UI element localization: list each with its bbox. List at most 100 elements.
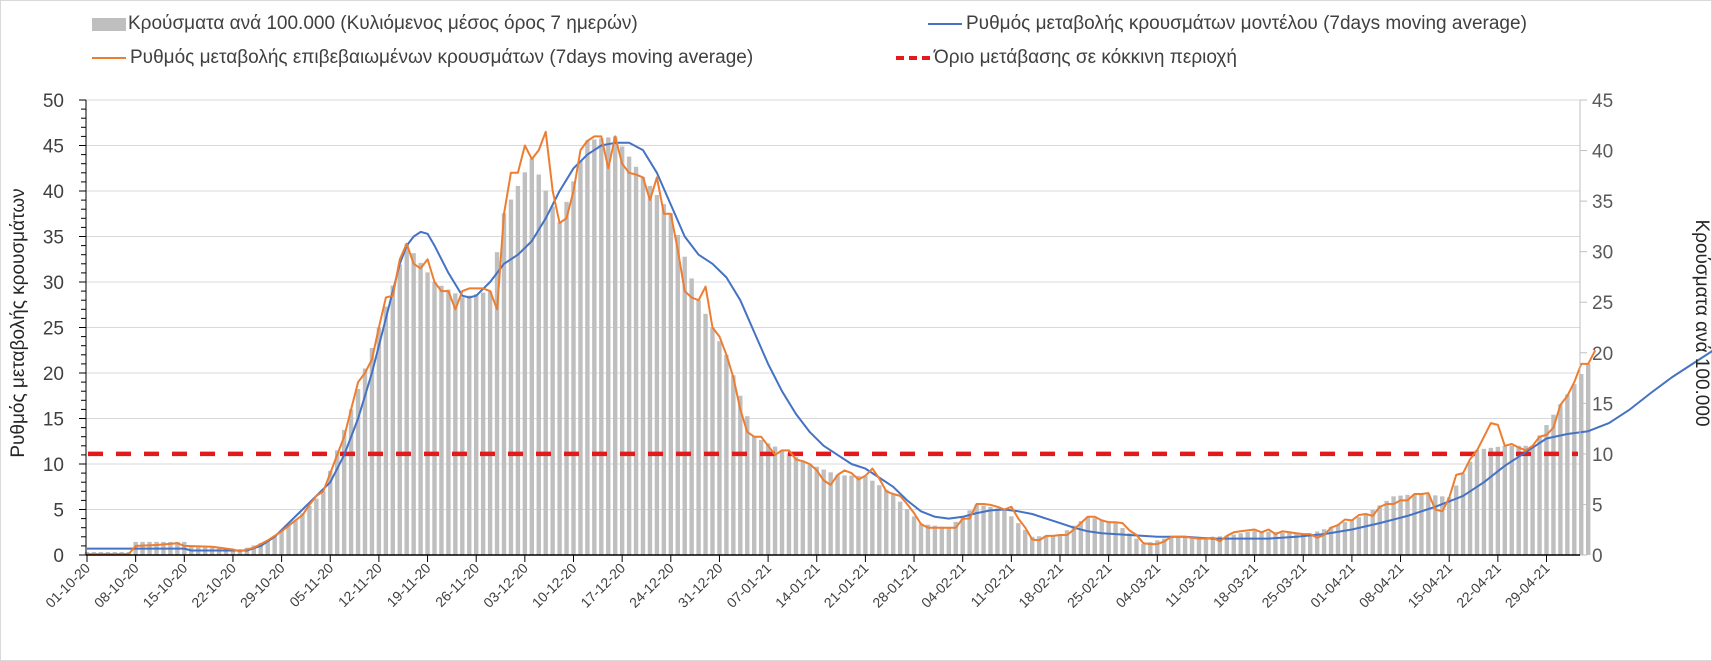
- bar: [1301, 533, 1306, 555]
- bar-series: [84, 136, 1591, 556]
- bar: [1030, 536, 1035, 555]
- bar: [606, 137, 611, 555]
- bar: [1196, 537, 1202, 555]
- bar: [710, 327, 715, 555]
- y-tick-label: 45: [43, 137, 64, 158]
- bar: [1579, 374, 1584, 555]
- bar: [467, 295, 472, 555]
- bar: [376, 327, 382, 555]
- bar: [1189, 537, 1195, 555]
- bar: [654, 195, 660, 556]
- bar: [1405, 494, 1410, 555]
- bar: [717, 341, 722, 555]
- bar: [1016, 523, 1021, 555]
- bar: [1467, 461, 1473, 555]
- bar: [1363, 514, 1368, 555]
- legend-swatch-confirmed: [92, 57, 126, 59]
- bar: [383, 306, 389, 555]
- bar: [418, 262, 423, 555]
- y2-tick-label: 40: [1592, 142, 1613, 163]
- bar: [821, 469, 826, 555]
- bar: [1217, 536, 1223, 555]
- x-tick-label: 26-11-20: [432, 560, 482, 610]
- bar: [807, 464, 812, 555]
- bar: [446, 289, 451, 555]
- y2-tick-label: 45: [1592, 91, 1613, 112]
- bar: [251, 545, 256, 555]
- bar: [314, 498, 319, 555]
- bar: [675, 234, 680, 555]
- bar: [355, 388, 361, 555]
- legend-label-model: Ρυθμός μεταβολής κρουσμάτων μοντέλου (7d…: [966, 13, 1527, 34]
- bar: [411, 253, 416, 555]
- bar: [453, 293, 458, 555]
- bar: [752, 436, 757, 555]
- bar: [1009, 516, 1014, 555]
- bar: [550, 206, 555, 556]
- bar: [731, 375, 736, 555]
- x-tick-label: 04-03-21: [1112, 560, 1163, 611]
- bar: [557, 222, 562, 555]
- bar: [536, 174, 541, 555]
- x-tick-label: 29-10-20: [237, 560, 288, 611]
- bar: [1182, 537, 1188, 555]
- legend-item-threshold: Όριο μετάβασης σε κόκκινη περιοχή: [896, 47, 1237, 69]
- bar: [1419, 493, 1424, 555]
- y2-tick-label: 15: [1592, 394, 1613, 415]
- bar: [543, 190, 548, 555]
- x-tick-label: 17-12-20: [577, 560, 628, 611]
- bar: [668, 213, 673, 555]
- x-tick-label: 05-11-20: [286, 560, 336, 610]
- bar: [696, 300, 701, 555]
- legend-item-confirmed: Ρυθμός μεταβολής επιβεβαιωμένων κρουσμάτ…: [92, 47, 753, 69]
- bar: [1516, 445, 1521, 555]
- bar: [390, 285, 395, 555]
- x-tick-label: 14-01-21: [772, 560, 823, 611]
- bar: [522, 172, 528, 556]
- y-tick-label: 15: [43, 410, 64, 431]
- bar: [1238, 533, 1243, 555]
- bar: [474, 294, 479, 555]
- bar: [286, 525, 291, 555]
- line-series: [87, 130, 1712, 556]
- bar: [1321, 529, 1327, 555]
- bar: [571, 181, 576, 555]
- bar: [633, 166, 639, 555]
- y2-axis-title: Κρούσματα ανά 100.000: [1691, 219, 1712, 426]
- bar: [856, 475, 861, 555]
- bar: [1412, 494, 1417, 555]
- bar: [1544, 425, 1549, 555]
- bar: [321, 491, 326, 555]
- y2-tick-label: 35: [1592, 192, 1613, 213]
- bar: [682, 256, 687, 555]
- bar: [758, 439, 764, 555]
- bar: [1175, 537, 1181, 555]
- x-tick-label: 22-04-21: [1453, 560, 1504, 611]
- bar: [1273, 532, 1278, 555]
- bar: [1064, 530, 1070, 555]
- bar: [1495, 446, 1501, 555]
- x-tick-label: 01-04-21: [1307, 560, 1358, 611]
- bar: [884, 489, 889, 555]
- bar: [1433, 495, 1438, 555]
- bar: [1537, 435, 1542, 555]
- x-tick-label: 21-01-21: [821, 560, 872, 611]
- bar: [1245, 531, 1250, 555]
- bar: [1447, 497, 1452, 555]
- bar: [925, 524, 931, 555]
- bar: [1002, 509, 1007, 555]
- x-tick-label: 18-03-21: [1210, 560, 1261, 611]
- bar: [1572, 384, 1577, 555]
- bar: [1335, 524, 1341, 555]
- bar: [870, 480, 875, 555]
- bar: [1460, 473, 1466, 555]
- bar: [1558, 404, 1563, 555]
- y2-tick-label: 5: [1592, 495, 1603, 516]
- y-tick-label: 30: [43, 273, 64, 294]
- bar: [647, 185, 653, 555]
- x-tick-label: 25-02-21: [1064, 560, 1115, 611]
- bar: [1391, 496, 1396, 555]
- bar: [300, 513, 305, 555]
- bar: [1565, 394, 1570, 555]
- bar: [745, 416, 750, 555]
